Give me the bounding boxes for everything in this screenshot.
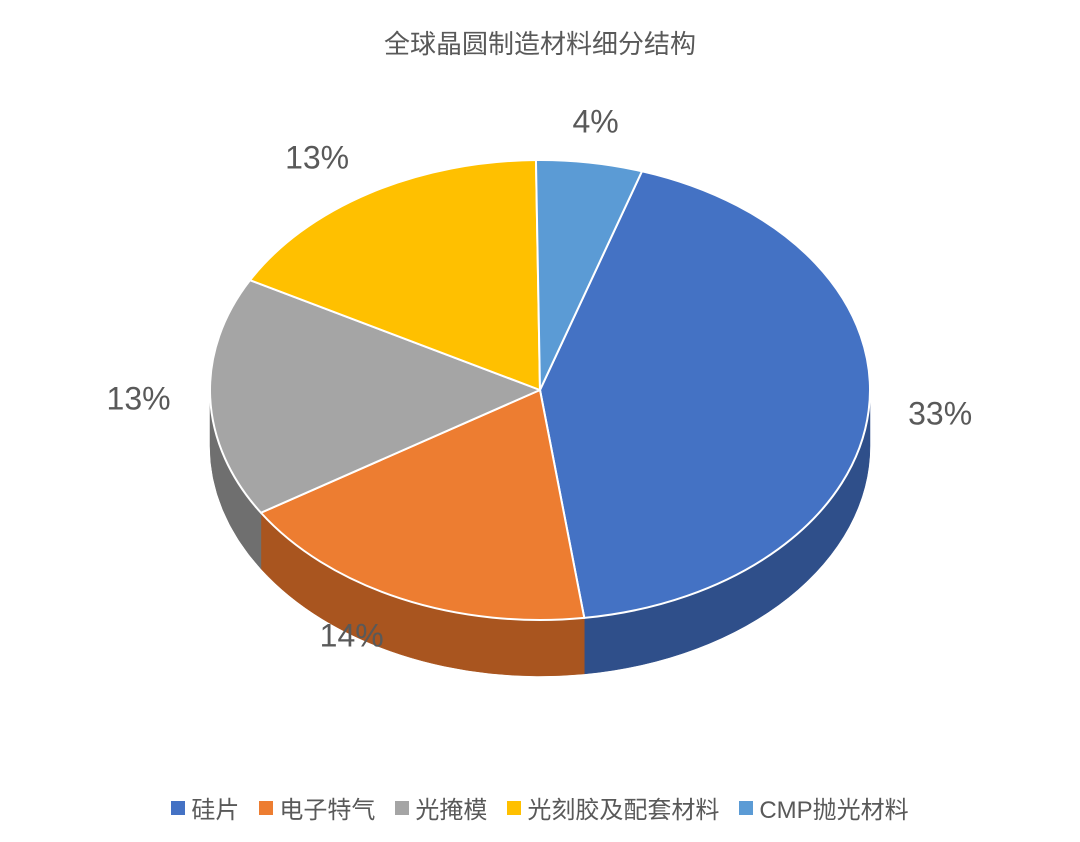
legend: 硅片 电子特气 光掩模 光刻胶及配套材料 CMP抛光材料	[0, 790, 1080, 825]
legend-item: 光刻胶及配套材料	[507, 790, 719, 825]
chart-title: 全球晶圆制造材料细分结构	[0, 24, 1080, 61]
pie-data-label: 33%	[908, 396, 972, 433]
legend-label: CMP抛光材料	[759, 790, 908, 825]
legend-swatch	[507, 801, 521, 815]
legend-item: 电子特气	[259, 790, 375, 825]
legend-swatch	[395, 801, 409, 815]
legend-item: 光掩模	[395, 790, 487, 825]
legend-swatch	[739, 801, 753, 815]
pie-data-label: 13%	[107, 380, 171, 417]
legend-swatch	[171, 801, 185, 815]
pie-svg	[170, 120, 910, 716]
pie-data-label: 4%	[572, 103, 618, 140]
legend-swatch	[259, 801, 273, 815]
legend-label: 电子特气	[279, 790, 375, 825]
pie-data-label: 13%	[285, 139, 349, 176]
chart-plot-area: 33% 14% 13% 13% 4%	[0, 80, 1080, 730]
legend-item: CMP抛光材料	[739, 790, 908, 825]
legend-label: 光掩模	[415, 790, 487, 825]
legend-label: 光刻胶及配套材料	[527, 790, 719, 825]
pie-data-label: 14%	[320, 617, 384, 654]
pie-chart: 全球晶圆制造材料细分结构 33% 14% 13% 13% 4% 硅片 电子特气 光掩模 光刻胶…	[0, 0, 1080, 842]
legend-label: 硅片	[191, 790, 239, 825]
legend-item: 硅片	[171, 790, 239, 825]
